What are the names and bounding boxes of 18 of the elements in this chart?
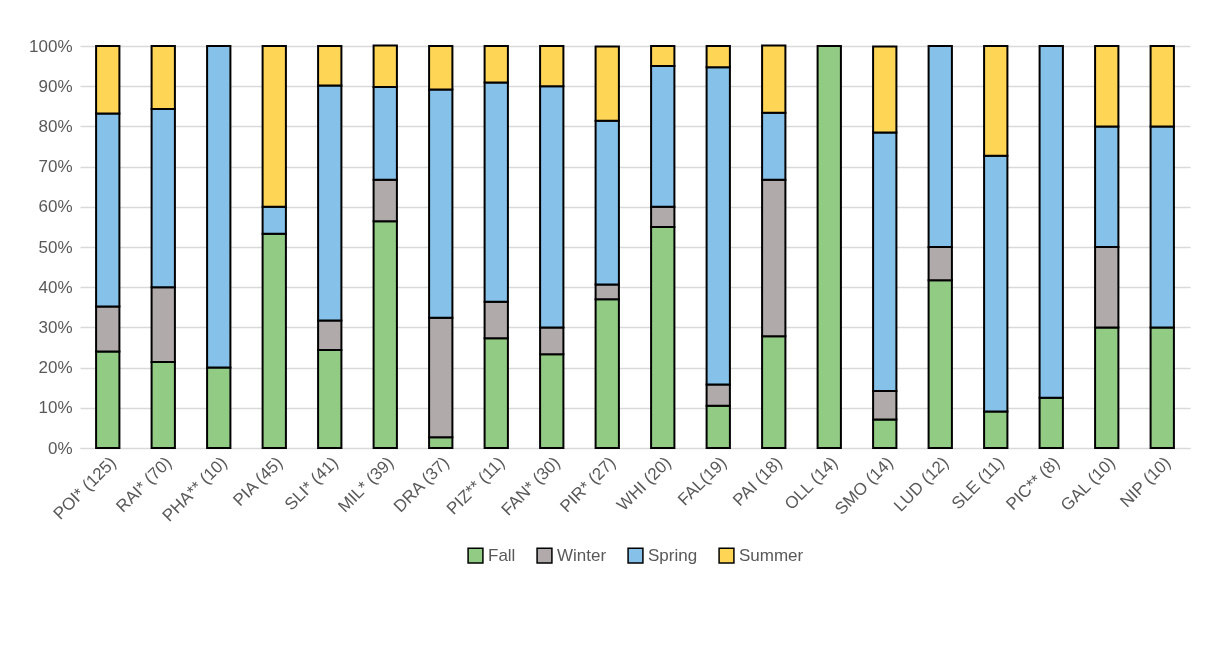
legend-label: Winter (557, 545, 607, 565)
y-tick-label: 0% (47, 438, 73, 458)
y-tick-label: 100% (29, 36, 73, 56)
legend-label: Fall (488, 545, 516, 565)
y-tick-label: 60% (38, 197, 73, 217)
bar (816, 45, 842, 449)
x-tick-label: PAI (18) (729, 453, 786, 510)
legend-label: Summer (739, 545, 804, 565)
y-tick-label: 50% (38, 237, 73, 257)
legend-label: Spring (648, 545, 698, 565)
y-tick-label: 10% (38, 398, 73, 418)
x-tick-label: NIP (10) (1116, 453, 1175, 512)
y-tick-label: 80% (38, 116, 73, 136)
y-tick-label: 20% (38, 358, 73, 378)
y-tick-label: 90% (38, 76, 73, 96)
y-tick-label: 40% (38, 277, 73, 297)
y-tick-label: 70% (38, 157, 73, 177)
y-tick-label: 30% (38, 317, 73, 337)
